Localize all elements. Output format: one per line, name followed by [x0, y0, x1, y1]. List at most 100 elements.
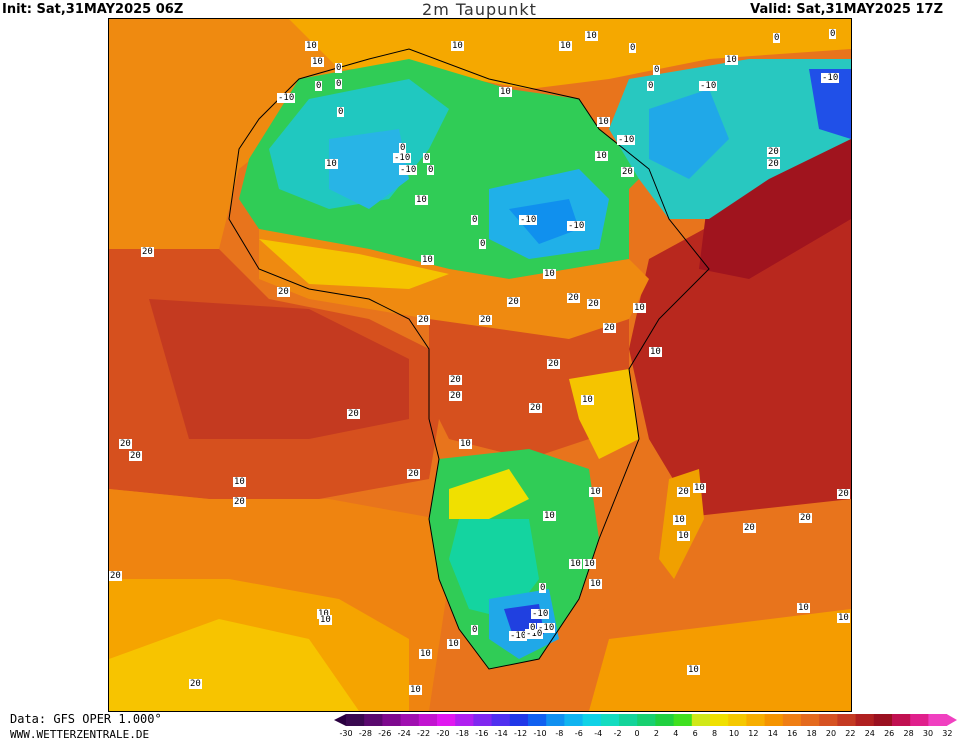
contour-label: 20 — [567, 293, 580, 303]
arabian-sea-region — [699, 129, 851, 279]
contour-label: 0 — [399, 143, 407, 153]
scale-swatch — [582, 714, 602, 726]
scale-swatch — [546, 714, 565, 726]
scale-swatch — [801, 714, 820, 726]
scale-swatch — [746, 714, 766, 726]
contour-label: 10 — [797, 603, 810, 613]
scale-tick-label: -20 — [436, 729, 450, 738]
contour-label: 0 — [529, 623, 537, 633]
scale-tick-label: 30 — [922, 729, 934, 738]
contour-label: -10 — [399, 165, 418, 175]
angola-yellow — [449, 469, 529, 519]
contour-label: 0 — [829, 29, 837, 39]
contour-label: 10 — [589, 579, 602, 589]
contour-label: 20 — [109, 571, 122, 581]
arabia-cyan — [609, 59, 851, 219]
central-africa-red — [429, 319, 629, 459]
contour-label: 10 — [585, 31, 598, 41]
contour-label: 20 — [129, 451, 142, 461]
contour-label: 10 — [317, 609, 330, 619]
contour-label: 10 — [325, 159, 338, 169]
contour-label: 20 — [837, 489, 850, 499]
scale-arrow-left — [334, 714, 346, 726]
scale-tick-label: 18 — [806, 729, 817, 738]
scale-arrow-right — [946, 714, 957, 726]
contour-label: 10 — [569, 559, 582, 569]
scale-ticks: -30 -28 -26 -24 -22 -20 -18 -16 -14 -12 -10 -8 -6 -4-… — [339, 729, 953, 741]
contour-label: 10 — [687, 665, 700, 675]
scale-swatch — [691, 714, 711, 726]
contour-label: 10 — [421, 255, 434, 265]
contour-label: -10 — [699, 81, 718, 91]
contour-label: 20 — [547, 359, 560, 369]
scale-swatch — [910, 714, 929, 726]
contour-label: 20 — [277, 287, 290, 297]
dewpoint-map: 10 10 10 10 10 0 0 0 0 10 -10 0 10 0 10 -10 -10 0 10 20 -10-… — [108, 18, 852, 712]
contour-label: 0 — [471, 215, 479, 225]
scale-tick-label: -30 — [339, 729, 353, 738]
scale-swatch — [364, 714, 383, 726]
scale-tick-label: 10 — [728, 729, 740, 738]
scale-tick-label: -22 — [417, 729, 431, 738]
scale-swatch — [564, 714, 584, 726]
contour-label: -10 — [531, 609, 550, 619]
contour-label: -10 — [821, 73, 840, 83]
contour-label: 10 — [595, 151, 608, 161]
contour-label: 20 — [799, 513, 812, 523]
scale-swatch — [873, 714, 893, 726]
contour-label: 20 — [587, 299, 600, 309]
contour-label: 10 — [837, 613, 850, 623]
africa-coastline — [228, 48, 710, 670]
scale-tick-label: 4 — [673, 729, 679, 738]
contour-label: 10 — [415, 195, 428, 205]
contour-label: 10 — [233, 477, 246, 487]
scale-tick-label: -16 — [475, 729, 489, 738]
contour-label: 0 — [653, 65, 661, 75]
contour-label: 0 — [335, 79, 343, 89]
contour-label: 0 — [427, 165, 435, 175]
contour-label: 10 — [543, 511, 556, 521]
scale-tick-label: 26 — [884, 729, 895, 738]
contour-label: 10 — [589, 487, 602, 497]
contour-label: 10 — [633, 303, 646, 313]
scale-swatch — [491, 714, 511, 726]
scale-swatch — [600, 714, 620, 726]
scale-swatch — [473, 714, 493, 726]
scale-tick-label: 32 — [942, 729, 953, 738]
contour-label: 20 — [407, 469, 420, 479]
scale-swatch — [619, 714, 638, 726]
south-atlantic-yellow — [109, 619, 359, 711]
contour-label: 0 — [423, 153, 431, 163]
contour-label: 20 — [479, 315, 492, 325]
map-title: 2m Taupunkt — [422, 0, 537, 19]
contour-label: 0 — [629, 43, 637, 53]
contour-label: -10 — [525, 629, 544, 639]
scale-tick-label: -18 — [455, 729, 469, 738]
contour-label: 0 — [647, 81, 655, 91]
contour-label: -10 — [617, 135, 636, 145]
scale-swatch — [892, 714, 911, 726]
contour-label: 20 — [449, 391, 462, 401]
scale-tick-label: -28 — [358, 729, 372, 738]
scale-tick-label: -6 — [574, 729, 583, 738]
gulf-guinea-region — [149, 299, 409, 439]
contour-label: 10 — [451, 41, 464, 51]
contour-label: 0 — [335, 63, 343, 73]
contour-label: 10 — [583, 559, 596, 569]
scale-swatch — [400, 714, 420, 726]
contour-label: 10 — [499, 87, 512, 97]
contour-label: 20 — [189, 679, 202, 689]
contour-label: 20 — [233, 497, 246, 507]
contour-label: 20 — [141, 247, 154, 257]
contour-label: 10 — [311, 57, 324, 67]
scale-swatch — [837, 714, 857, 726]
contour-label: 0 — [539, 583, 547, 593]
scale-swatch — [418, 714, 438, 726]
contour-label: 0 — [471, 625, 479, 635]
contour-label: 20 — [743, 523, 756, 533]
scale-swatch — [637, 714, 656, 726]
contour-label: -10 — [519, 215, 538, 225]
scale-swatch — [782, 714, 802, 726]
contour-label: 10 — [649, 347, 662, 357]
contour-label: -10 — [509, 631, 528, 641]
